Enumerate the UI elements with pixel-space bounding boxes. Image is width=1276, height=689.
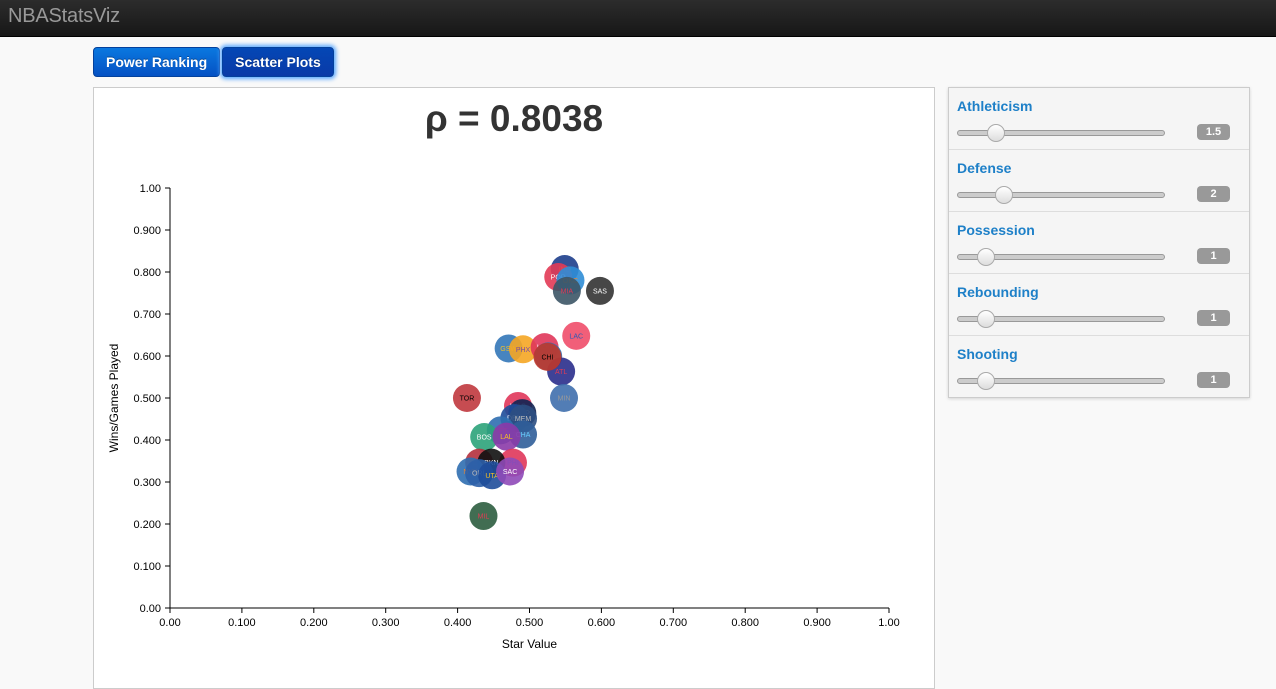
team-label-mil: MIL bbox=[478, 514, 490, 521]
team-label-uta: UTA bbox=[485, 473, 499, 480]
slider-row-possession: Possession 1 bbox=[949, 212, 1249, 274]
slider-thumb-rebounding[interactable] bbox=[976, 310, 995, 328]
x-tick-label: 0.500 bbox=[516, 617, 544, 629]
y-tick-label: 0.00 bbox=[140, 603, 161, 615]
slider-value-athleticism: 1.5 bbox=[1197, 124, 1230, 140]
x-tick-label: 0.600 bbox=[588, 617, 616, 629]
scatter-plot: 0.00 0.100 0.200 0.300 0.400 0.500 0.600 0.700 0… bbox=[107, 183, 900, 651]
slider-thumb-defense[interactable] bbox=[995, 186, 1014, 204]
x-tick-label: 0.800 bbox=[731, 617, 759, 629]
slider-track-athleticism[interactable] bbox=[957, 124, 1165, 142]
team-label-mia: MIA bbox=[561, 288, 574, 295]
slider-thumb-possession[interactable] bbox=[976, 248, 995, 266]
team-point-chi[interactable] bbox=[533, 342, 562, 371]
tab-power-ranking[interactable]: Power Ranking bbox=[93, 47, 221, 77]
y-tick-label: 0.700 bbox=[133, 309, 161, 321]
y-tick-label: 0.800 bbox=[133, 267, 161, 279]
slider-thumb-athleticism[interactable] bbox=[987, 124, 1006, 142]
y-axis-title: Wins/Games Played bbox=[107, 344, 121, 453]
team-point-mil[interactable] bbox=[469, 502, 498, 531]
team-label-sac: SAC bbox=[503, 469, 517, 476]
slider-track-rebounding[interactable] bbox=[957, 310, 1165, 328]
team-label-phx: PHX bbox=[516, 347, 531, 354]
team-point-lac[interactable] bbox=[562, 321, 591, 350]
team-point-sac[interactable] bbox=[496, 457, 525, 486]
x-tick-label: 0.100 bbox=[228, 617, 256, 629]
x-tick-label: 0.900 bbox=[803, 617, 831, 629]
y-tick-label: 0.100 bbox=[133, 561, 161, 573]
top-navbar: NBAStatsViz bbox=[0, 0, 1276, 37]
slider-value-rebounding: 1 bbox=[1197, 310, 1230, 326]
slider-value-shooting: 1 bbox=[1197, 372, 1230, 388]
team-label-lal: LAL bbox=[500, 434, 513, 441]
x-tick-label: 0.300 bbox=[372, 617, 400, 629]
team-label-bos: BOS bbox=[477, 435, 492, 442]
slider-row-defense: Defense 2 bbox=[949, 150, 1249, 212]
slider-label-possession: Possession bbox=[957, 222, 1035, 238]
team-point-phx[interactable] bbox=[509, 335, 538, 364]
slider-row-rebounding: Rebounding 1 bbox=[949, 274, 1249, 336]
team-point-bos[interactable] bbox=[470, 423, 499, 452]
correlation-coefficient: ρ = 0.8038 bbox=[424, 98, 604, 139]
team-label-cha: CHA bbox=[516, 432, 531, 439]
y-tick-label: 0.900 bbox=[133, 225, 161, 237]
team-label-tor: TOR bbox=[460, 396, 475, 403]
slider-row-athleticism: Athleticism 1.5 bbox=[949, 88, 1249, 150]
team-label-chi: CHI bbox=[541, 354, 553, 361]
x-axis-title: Star Value bbox=[502, 637, 557, 651]
slider-label-rebounding: Rebounding bbox=[957, 284, 1039, 300]
scatter-chart-panel: ρ = 0.8038 0.00 0.100 0.200 0.300 0.400 0.500… bbox=[93, 87, 935, 689]
brand-title[interactable]: NBAStatsViz bbox=[8, 5, 120, 27]
team-label-mem: MEM bbox=[515, 416, 532, 423]
team-label-atl: ATL bbox=[555, 369, 567, 376]
team-label-sas: SAS bbox=[593, 288, 607, 295]
team-point-sas[interactable] bbox=[585, 276, 614, 305]
y-tick-label: 1.00 bbox=[140, 183, 161, 195]
team-label-lac: LAC bbox=[569, 333, 583, 340]
y-tick-label: 0.400 bbox=[133, 435, 161, 447]
x-tick-label: 0.00 bbox=[159, 617, 180, 629]
x-tick-label: 0.700 bbox=[660, 617, 688, 629]
slider-label-athleticism: Athleticism bbox=[957, 98, 1033, 114]
slider-track-defense[interactable] bbox=[957, 186, 1165, 204]
team-label-min: MIN bbox=[558, 396, 571, 403]
slider-track-possession[interactable] bbox=[957, 248, 1165, 266]
y-tick-label: 0.300 bbox=[133, 477, 161, 489]
slider-value-defense: 2 bbox=[1197, 186, 1230, 202]
team-label-gsw: GSW bbox=[500, 346, 517, 353]
tab-scatter-plots[interactable]: Scatter Plots bbox=[222, 47, 334, 77]
team-point-min[interactable] bbox=[550, 384, 579, 412]
y-tick-label: 0.500 bbox=[133, 393, 161, 405]
x-tick-label: 1.00 bbox=[878, 617, 899, 629]
weights-panel: Athleticism 1.5 Defense 2 Possession 1 R… bbox=[948, 87, 1250, 398]
slider-track-shooting[interactable] bbox=[957, 372, 1165, 390]
slider-label-defense: Defense bbox=[957, 160, 1012, 176]
team-point-tor[interactable] bbox=[452, 384, 481, 412]
team-point-lal[interactable] bbox=[492, 422, 521, 451]
slider-thumb-shooting[interactable] bbox=[976, 372, 995, 390]
y-tick-label: 0.200 bbox=[133, 519, 161, 531]
slider-value-possession: 1 bbox=[1197, 248, 1230, 264]
y-tick-label: 0.600 bbox=[133, 351, 161, 363]
team-point-mia[interactable] bbox=[552, 276, 581, 305]
slider-label-shooting: Shooting bbox=[957, 346, 1018, 362]
x-tick-label: 0.200 bbox=[300, 617, 328, 629]
view-tabs: Power Ranking Scatter Plots bbox=[93, 47, 334, 77]
slider-row-shooting: Shooting 1 bbox=[949, 336, 1249, 397]
x-tick-label: 0.400 bbox=[444, 617, 472, 629]
